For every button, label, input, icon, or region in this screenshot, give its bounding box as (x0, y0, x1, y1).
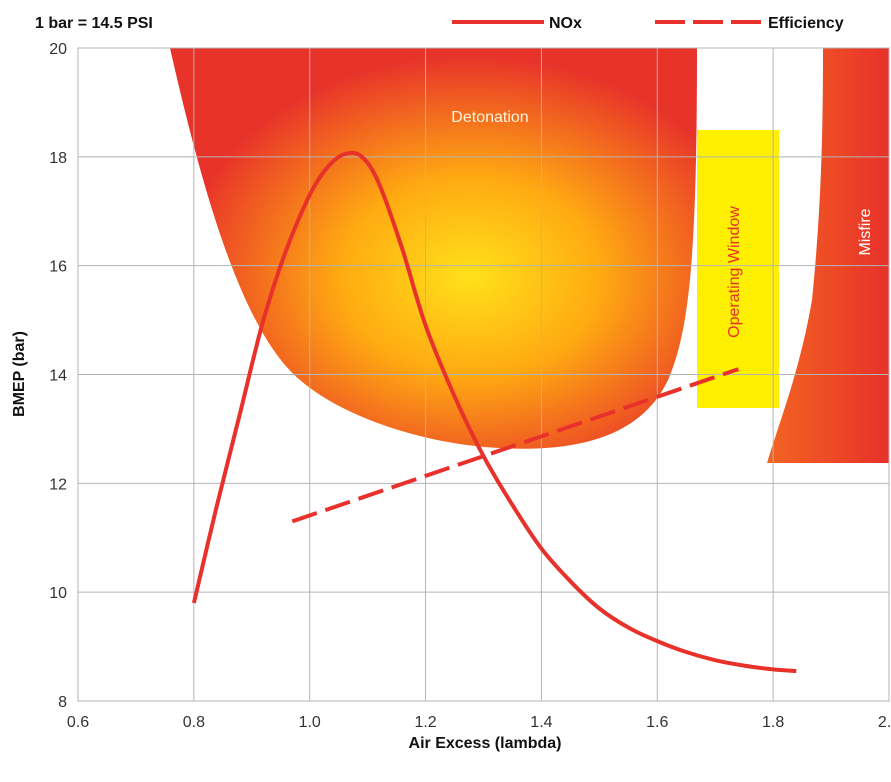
misfire-label: Misfire (857, 208, 874, 255)
x-tick-label: 1.4 (530, 714, 552, 731)
x-axis-title: Air Excess (lambda) (409, 735, 562, 752)
operating-window-region (697, 130, 779, 408)
y-tick-labels: 8 10 12 14 16 18 20 (49, 41, 67, 711)
y-tick-label: 12 (49, 476, 67, 493)
y-axis-title: BMEP (bar) (11, 331, 28, 417)
y-tick-label: 20 (49, 41, 67, 58)
x-tick-label: 0.6 (67, 714, 89, 731)
x-tick-label: 2.0 (878, 714, 891, 731)
series-lines (191, 150, 797, 674)
series-line-efficiency (291, 367, 740, 524)
x-tick-label: 1.8 (762, 714, 784, 731)
series-line-nox (191, 150, 797, 674)
grid (77, 47, 890, 702)
legend-nox-label: NOx (549, 15, 582, 32)
x-tick-label: 1.2 (414, 714, 436, 731)
y-tick-label: 8 (58, 694, 67, 711)
misfire-region (767, 48, 889, 463)
unit-note: 1 bar = 14.5 PSI (35, 15, 153, 32)
y-tick-label: 16 (49, 259, 67, 276)
x-tick-labels: 0.6 0.8 1.0 1.2 1.4 1.6 1.8 2.0 (67, 714, 891, 731)
y-tick-label: 18 (49, 150, 67, 167)
x-tick-label: 0.8 (183, 714, 205, 731)
detonation-label: Detonation (451, 109, 528, 126)
legend-efficiency-label: Efficiency (768, 15, 844, 32)
x-tick-label: 1.0 (299, 714, 321, 731)
detonation-region (170, 48, 697, 449)
operating-window-label: Operating Window (726, 206, 743, 338)
x-tick-label: 1.6 (646, 714, 668, 731)
y-tick-label: 14 (49, 368, 67, 385)
y-tick-label: 10 (49, 585, 67, 602)
